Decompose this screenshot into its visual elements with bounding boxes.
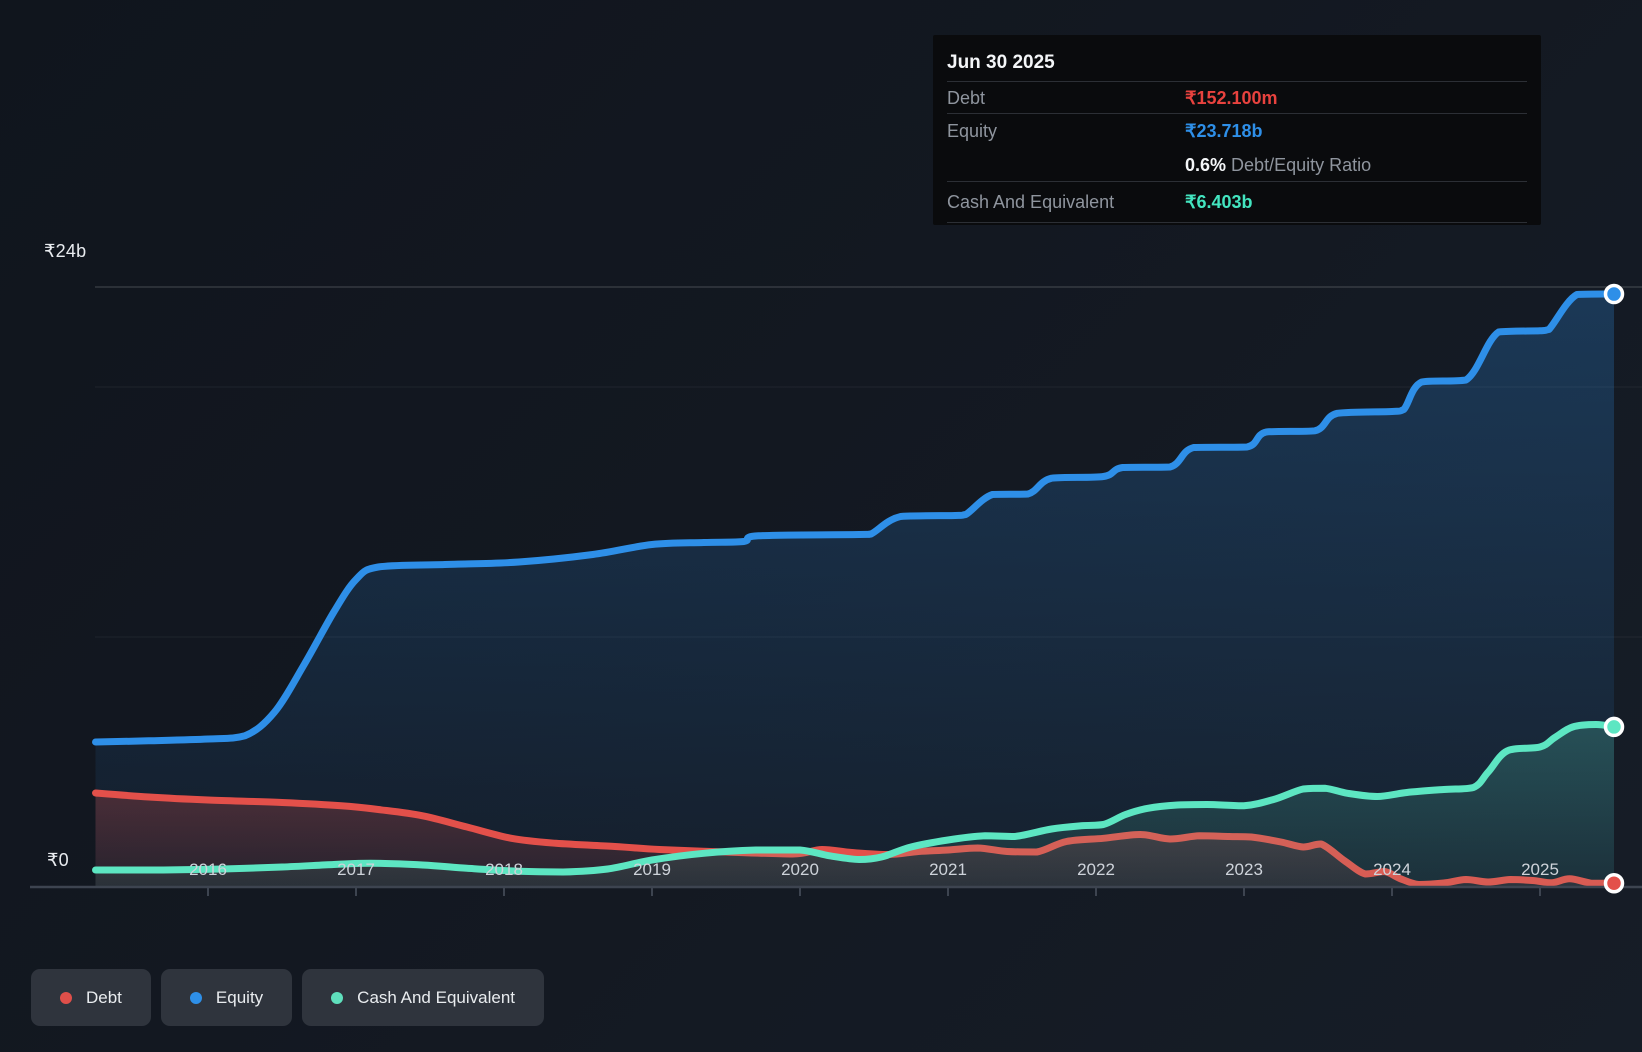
tooltip-cash-value: ₹6.403b (1185, 192, 1253, 212)
x-axis-label-2025: 2025 (1521, 860, 1559, 879)
debt-endpoint-marker[interactable] (1603, 872, 1625, 894)
x-axis-label-2017: 2017 (337, 860, 375, 879)
tooltip-cash-label: Cash And Equivalent (947, 192, 1115, 212)
x-axis-label-2021: 2021 (929, 860, 967, 879)
cash-area (95, 724, 1614, 887)
tooltip-ratio: 0.6% Debt/Equity Ratio (1185, 148, 1371, 182)
legend-equity-label: Equity (215, 987, 264, 1007)
ratio-percent: 0.6% (1185, 155, 1227, 175)
cash-endpoint-marker[interactable] (1603, 716, 1625, 738)
equity-endpoint-marker[interactable] (1603, 283, 1625, 305)
equity-area (95, 294, 1614, 887)
x-axis-label-2018: 2018 (485, 860, 523, 879)
y-axis-label-max: ₹24b (44, 241, 87, 261)
equity-line (92, 290, 1618, 746)
tooltip-equity-value: ₹23.718b (1185, 121, 1263, 141)
debt-dot-icon (60, 991, 72, 1004)
equity-dot-icon (189, 991, 202, 1004)
legend-cash-label: Cash And Equivalent (357, 987, 516, 1007)
legend-debt-label: Debt (86, 987, 122, 1007)
tooltip-debt-value: ₹152.100m (1185, 88, 1278, 108)
tooltip-equity-label: Equity (947, 121, 998, 141)
x-axis-label-2024: 2024 (1373, 860, 1411, 879)
tooltip-debt-label: Debt (947, 88, 986, 108)
x-axis-label-2019: 2019 (633, 860, 671, 879)
cash-line (92, 721, 1618, 876)
cash-dot-icon (331, 991, 344, 1004)
chart-legend: Debt Equity Cash And Equivalent (31, 969, 545, 1026)
ratio-label: Debt/Equity Ratio (1231, 155, 1372, 175)
x-axis-ticks (207, 888, 1541, 896)
tooltip-row-debt: Debt ₹152.100m (947, 82, 1527, 114)
x-axis-label-2016: 2016 (189, 860, 227, 879)
legend-item-equity[interactable]: Equity (160, 969, 293, 1026)
tooltip-date: Jun 30 2025 (947, 35, 1527, 82)
legend-item-cash[interactable]: Cash And Equivalent (302, 969, 545, 1026)
tooltip-row-cash: Cash And Equivalent ₹6.403b (947, 182, 1527, 223)
tooltip-row-equity: Equity ₹23.718b (947, 114, 1527, 148)
x-axis-label-2020: 2020 (781, 860, 819, 879)
y-axis-label-zero: ₹0 (47, 850, 69, 870)
x-axis-label-2022: 2022 (1077, 860, 1115, 879)
x-axis-label-2023: 2023 (1225, 860, 1263, 879)
legend-item-debt[interactable]: Debt (31, 969, 151, 1026)
tooltip-card: Jun 30 2025 Debt ₹152.100m Equity ₹23.71… (933, 35, 1541, 225)
tooltip-row-ratio: 0.6% Debt/Equity Ratio (947, 148, 1527, 182)
